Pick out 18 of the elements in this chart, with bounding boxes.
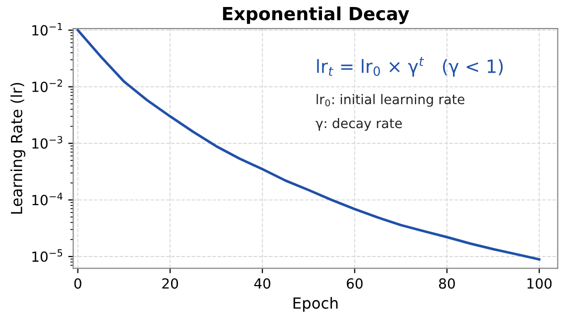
x-axis-title: Epoch — [294, 296, 338, 312]
x-tick-label: 80 — [439, 278, 455, 289]
y-tick-label: 10$^{−2}$ — [32, 79, 62, 92]
y-tick-label: 10$^{−1}$ — [32, 22, 62, 36]
y-tick-label: 10$^{−5}$ — [32, 249, 62, 262]
x-tick-label: 60 — [346, 278, 363, 289]
chart-title: Exponential Decay — [223, 6, 410, 24]
line-series — [76, 28, 540, 261]
y-tick-label: 10$^{−4}$ — [32, 192, 62, 206]
x-tick-label: 20 — [162, 278, 178, 289]
annotation: lr$_{0}$: initial learning rate — [316, 94, 464, 107]
x-tick-label: 0 — [74, 278, 82, 289]
y-tick-label: 10$^{−3}$ — [32, 136, 62, 149]
annotation: γ: decay rate — [316, 118, 402, 131]
x-tick-label: 100 — [528, 278, 552, 289]
y-axis-title: Learning Rate (lr) — [10, 82, 26, 214]
x-tick-label: 40 — [254, 278, 270, 289]
text: lr$_{t}$ = lr$_{0}$ × γ$^{t}$ (γ < 1) — [317, 57, 503, 77]
